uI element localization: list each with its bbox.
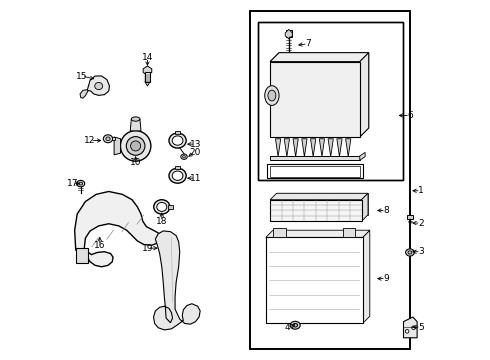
Ellipse shape <box>131 141 141 151</box>
Bar <box>175 131 180 134</box>
Text: 4: 4 <box>285 323 290 332</box>
Polygon shape <box>403 317 417 338</box>
Text: 9: 9 <box>383 274 389 283</box>
Polygon shape <box>360 53 368 137</box>
Text: 1: 1 <box>418 186 423 195</box>
Bar <box>267 164 364 178</box>
Ellipse shape <box>265 86 279 105</box>
Text: 11: 11 <box>190 174 201 183</box>
Text: 14: 14 <box>142 53 153 62</box>
Bar <box>266 237 363 323</box>
Ellipse shape <box>172 171 183 180</box>
Text: 15: 15 <box>76 72 88 81</box>
Polygon shape <box>114 137 121 155</box>
Bar <box>258 22 403 180</box>
Bar <box>407 215 413 220</box>
Polygon shape <box>285 30 293 39</box>
Bar <box>250 12 410 348</box>
Text: 10: 10 <box>130 158 142 167</box>
Ellipse shape <box>268 90 276 101</box>
Text: 7: 7 <box>305 39 311 48</box>
Polygon shape <box>337 139 342 157</box>
Ellipse shape <box>181 154 187 159</box>
Ellipse shape <box>172 136 183 145</box>
Ellipse shape <box>157 202 167 211</box>
Ellipse shape <box>103 135 113 143</box>
Text: 2: 2 <box>418 219 423 228</box>
Text: 20: 20 <box>189 148 200 157</box>
Ellipse shape <box>121 131 151 161</box>
Polygon shape <box>276 193 368 215</box>
Polygon shape <box>270 53 368 62</box>
Ellipse shape <box>154 200 170 214</box>
Polygon shape <box>284 139 290 157</box>
Polygon shape <box>319 139 324 157</box>
Polygon shape <box>275 139 281 157</box>
Polygon shape <box>130 119 141 131</box>
Bar <box>286 30 292 37</box>
Bar <box>270 200 362 221</box>
Polygon shape <box>143 66 152 75</box>
Polygon shape <box>87 76 109 95</box>
Ellipse shape <box>79 182 82 185</box>
Text: 8: 8 <box>383 206 389 215</box>
Polygon shape <box>270 193 368 200</box>
Polygon shape <box>74 192 161 267</box>
Polygon shape <box>76 248 88 263</box>
Bar <box>145 72 150 82</box>
Polygon shape <box>146 82 149 86</box>
Text: 6: 6 <box>407 111 413 120</box>
Ellipse shape <box>106 137 110 140</box>
Bar <box>112 137 115 140</box>
Text: 3: 3 <box>418 247 423 256</box>
Text: 16: 16 <box>94 241 105 250</box>
Ellipse shape <box>126 136 145 155</box>
Ellipse shape <box>293 323 297 327</box>
Polygon shape <box>360 152 365 160</box>
Polygon shape <box>362 193 368 221</box>
Bar <box>270 62 360 137</box>
Polygon shape <box>363 230 370 323</box>
Polygon shape <box>328 139 333 157</box>
Polygon shape <box>153 231 200 330</box>
Ellipse shape <box>77 180 85 187</box>
Ellipse shape <box>412 326 416 329</box>
Ellipse shape <box>290 321 300 329</box>
Text: 12: 12 <box>84 136 96 145</box>
Text: 17: 17 <box>67 179 78 188</box>
Polygon shape <box>80 90 88 98</box>
Polygon shape <box>311 139 316 157</box>
Ellipse shape <box>408 251 412 254</box>
Ellipse shape <box>183 156 186 158</box>
Bar <box>270 156 360 160</box>
Polygon shape <box>293 139 298 157</box>
Ellipse shape <box>406 249 414 256</box>
Polygon shape <box>266 230 370 237</box>
Polygon shape <box>270 53 368 137</box>
Text: 19: 19 <box>142 244 153 253</box>
Bar <box>250 12 410 348</box>
Text: 5: 5 <box>418 323 423 332</box>
Ellipse shape <box>95 82 102 90</box>
Bar <box>175 166 180 169</box>
Ellipse shape <box>405 329 409 333</box>
Bar <box>270 166 360 177</box>
Polygon shape <box>302 139 307 157</box>
Ellipse shape <box>169 133 186 148</box>
Polygon shape <box>273 228 286 237</box>
Ellipse shape <box>131 117 140 121</box>
Bar <box>258 22 403 180</box>
Bar <box>168 205 172 209</box>
Polygon shape <box>343 228 355 237</box>
Text: 18: 18 <box>156 217 168 226</box>
Text: 13: 13 <box>190 140 201 149</box>
Ellipse shape <box>169 168 186 183</box>
Polygon shape <box>345 139 351 157</box>
